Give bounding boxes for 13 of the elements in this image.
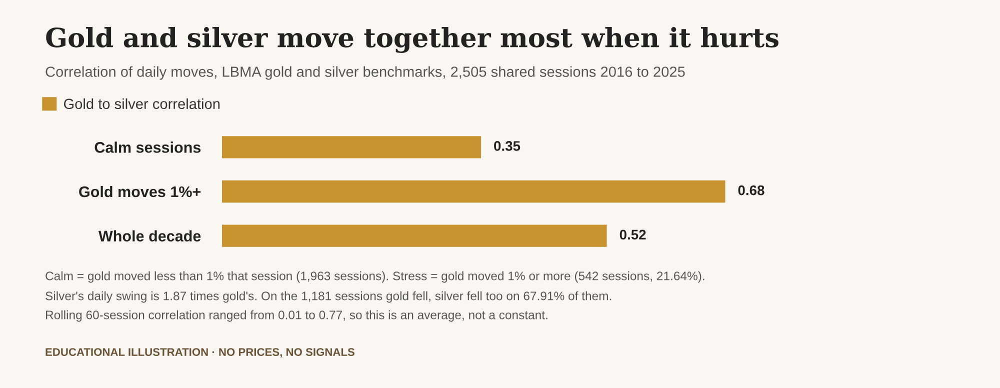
y-tick-label: Calm sessions — [94, 142, 201, 153]
data-label: 0.35 — [494, 141, 520, 151]
text: Rolling 60-session correlation ranged from 0.01 to 0.77, so this is an average, not a constant. — [46, 310, 548, 322]
text: EDUCATIONAL ILLUSTRATION · NO PRICES, NO SIGNALS — [46, 348, 354, 358]
y-tick-label: Gold moves 1%+ — [79, 186, 201, 198]
data-label: 0.52 — [620, 230, 646, 240]
text: Calm = gold moved less than 1% that session (1,963 sessions). Stress = gold moved 1% or more (542 sessions, 21.64%). — [46, 271, 704, 283]
y-tick-label: Whole decade — [98, 230, 201, 242]
data-label: 0.68 — [738, 185, 764, 196]
text: Silver's daily swing is 1.87 times gold's. On the 1,181 sessions gold fell, silver fell too on 67.91% of them. — [46, 291, 612, 303]
chart-title: Gold and silver move together most when it hurts — [46, 27, 778, 53]
chart-subtitle: Correlation of daily moves, LBMA gold and silver benchmarks, 2,505 shared sessions 2016 to 2025 — [46, 66, 685, 80]
legend-label: Gold to silver correlation — [64, 98, 220, 110]
